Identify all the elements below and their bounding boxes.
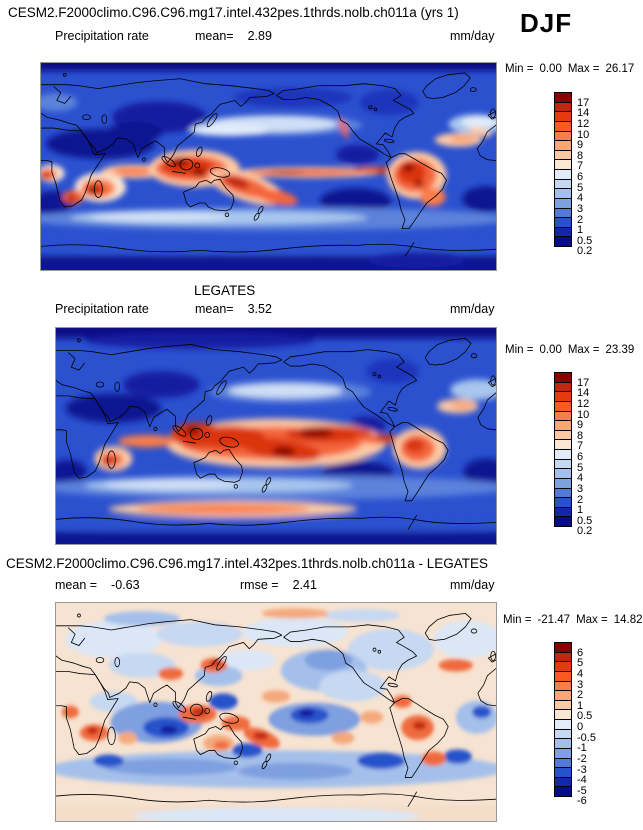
diff-title: CESM2.F2000climo.C96.C96.mg17.intel.432p… [6,556,489,571]
colorbar-level-label: 2 [577,493,584,506]
units-label-2: mm/day [450,302,495,316]
colorbar-segment [554,786,572,797]
colorbar-level-label: 5 [577,461,584,474]
colorbar-level-label: 9 [577,419,584,432]
colorbar-level-label: 4 [577,472,584,485]
precip-field-diff [56,608,496,821]
units-label-1: mm/day [450,29,495,43]
colorbar-level-label: 8 [577,429,584,442]
colorbar-level-label: 6 [577,451,584,463]
colorbar-level-label: 6 [577,646,584,659]
obs-title: LEGATES [194,283,256,298]
colorbar-level-label: 12 [577,117,590,130]
colorbar-level-label: 0.2 [577,525,593,538]
colorbar-level-label: 0.2 [577,245,593,258]
colorbar-level-label: -1 [577,742,587,755]
mean-stat-2: mean= 3.52 [195,302,272,316]
colorbar-level-label: 7 [577,160,584,173]
colorbar-level-label: 14 [577,107,590,120]
colorbar-level-label: -4 [577,774,587,787]
colorbar-segment [554,236,572,247]
minmax-3: Min = -21.47 Max = 14.82 [503,614,642,626]
colorbar-level-label: 10 [577,128,590,141]
colorbar-level-label: -3 [577,763,587,776]
min-value-3: -21.47 [537,614,571,626]
min-label-1: Min = [505,63,534,75]
units-label-3: mm/day [450,578,495,592]
mean-stat-1: mean= 2.89 [195,29,272,43]
max-value-2: 23.39 [605,344,635,356]
minmax-2: Min = 0.00 Max = 23.39 [505,344,634,356]
colorbar-level-label: 4 [577,667,584,680]
colorbar-level-label: 0.5 [577,710,593,723]
mean-label-3: mean = [55,578,98,592]
rmse-label: rmse = [240,578,279,592]
colorbar-level-label: 5 [577,657,584,670]
mean-label-1: mean= [195,29,234,43]
colorbar-level-label: 5 [577,181,584,194]
colorbar-level-label: 14 [577,387,590,400]
mean-value-1: 2.89 [247,29,272,43]
max-value-3: 14.82 [613,614,643,626]
colorbar-segment [554,516,572,527]
min-label-2: Min = [505,344,534,356]
obs-precip-map [55,327,497,545]
colorbar-level-label: 2 [577,213,584,226]
minmax-1: Min = 0.00 Max = 26.17 [505,63,634,75]
variable-label-2: Precipitation rate [55,302,149,316]
max-value-1: 26.17 [605,63,635,75]
colorbar-level-label: 12 [577,397,590,410]
colorbar-level-label: -6 [577,795,587,808]
mean-value-3: -0.63 [111,578,140,592]
colorbar-level-label: 3 [577,482,584,495]
max-label-3: Max = [576,614,608,626]
colorbar-level-label: 0 [577,721,584,733]
max-label-1: Max = [567,63,600,75]
colorbar-level-label: 9 [577,139,584,152]
colorbar-level-label: 10 [577,408,590,421]
colorbar-level-label: -5 [577,784,587,797]
colorbar-level-label: 4 [577,192,584,205]
rmse-stat: rmse = 2.41 [240,578,317,592]
colorbar-level-label: -0.5 [577,731,596,744]
colorbar-level-label: 7 [577,440,584,453]
colorbar-level-label: 1 [577,224,584,237]
colorbar-level-label: 3 [577,678,584,691]
colorbar-level-label: 17 [577,376,590,389]
mean-label-2: mean= [195,302,234,316]
precip-field-model [41,63,496,270]
variable-label-1: Precipitation rate [55,29,149,43]
colorbar-level-label: 8 [577,149,584,162]
colorbar-level-label: 2 [577,689,584,702]
colorbar-level-label: 1 [577,504,584,517]
colorbar-level-label: 0.5 [577,234,593,247]
colorbar-level-label: 0.5 [577,514,593,527]
mean-stat-3: mean = -0.63 [55,578,140,592]
rmse-value: 2.41 [292,578,317,592]
colorbar-level-label: 6 [577,171,584,183]
min-label-3: Min = [503,614,532,626]
min-value-1: 0.00 [539,63,562,75]
min-value-2: 0.00 [539,344,562,356]
colorbar-level-label: 3 [577,202,584,215]
colorbar-obs [554,372,572,527]
model-precip-map [40,62,497,271]
colorbar-model [554,92,572,247]
diff-precip-map [55,602,497,822]
mean-value-2: 3.52 [247,302,272,316]
colorbar-level-label: 1 [577,699,584,712]
season-label: DJF [520,8,573,38]
case-title: CESM2.F2000climo.C96.C96.mg17.intel.432p… [8,5,459,20]
colorbar-diff [554,642,572,797]
max-label-2: Max = [567,344,600,356]
precip-field-obs [56,328,496,544]
colorbar-level-label: 17 [577,96,590,109]
colorbar-level-label: -2 [577,752,587,765]
